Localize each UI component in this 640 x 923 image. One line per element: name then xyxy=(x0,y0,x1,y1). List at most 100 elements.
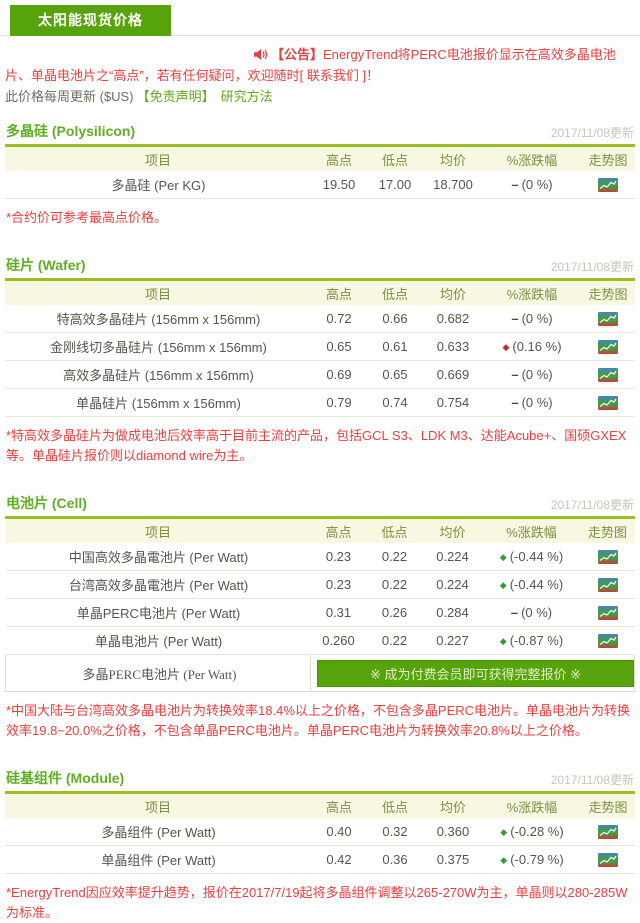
high-price-cell: 0.40 xyxy=(311,818,367,846)
change-flat-marker: – xyxy=(510,605,519,620)
column-header-row: 项目 高点 低点 均价 %涨跌幅 走势图 xyxy=(5,147,635,171)
column-header-row: 项目 高点 低点 均价 %涨跌幅 走势图 xyxy=(5,794,635,818)
column-header: 高点 xyxy=(311,281,367,305)
column-header: 项目 xyxy=(5,794,311,818)
trend-chart-cell xyxy=(580,598,635,627)
change-flat-marker: – xyxy=(511,367,519,382)
trend-chart-icon[interactable] xyxy=(597,634,618,649)
item-name-cell: 金刚线切多晶硅片 (156mm x 156mm) xyxy=(5,332,311,361)
column-header-row: 项目 高点 低点 均价 %涨跌幅 走势图 xyxy=(5,281,635,305)
item-name-cell: 单晶PERC电池片 (Per Watt) xyxy=(5,598,311,627)
announcement: 【公告】EnergyTrend将PERC电池报价显示在高效多晶电池片、单晶电池片… xyxy=(5,45,635,85)
high-price-cell: 0.42 xyxy=(311,845,367,874)
change-flat-marker: – xyxy=(511,395,519,410)
trend-chart-icon[interactable] xyxy=(598,396,618,411)
low-price-cell: 0.26 xyxy=(366,598,423,627)
column-header: 高点 xyxy=(311,147,367,171)
avg-price-cell: 0.633 xyxy=(423,332,483,361)
price-table: 项目 高点 低点 均价 %涨跌幅 走势图 多晶组件 (Per Watt) 0.40 0.32 0.… xyxy=(5,794,635,874)
change-value: (-0.44 %) xyxy=(509,577,564,592)
change-value: (-0.44 %) xyxy=(509,549,564,564)
avg-price-cell: 0.224 xyxy=(422,570,483,599)
member-button-cell: ※ 成为付费会员即可获得完整报价 ※ xyxy=(310,654,635,692)
section-footnote: *合约价可参考最高点价格。 xyxy=(6,210,168,225)
table-row: 中国高效多晶電池片 (Per Watt) 0.23 0.22 0.224 ◆ (-0.44… xyxy=(5,543,635,571)
update-note-text: 此价格每周更新 ($US) xyxy=(5,89,134,104)
trend-chart-icon[interactable] xyxy=(598,178,618,193)
item-name-cell: 单晶组件 (Per Watt) xyxy=(5,845,311,874)
trend-chart-cell xyxy=(581,388,635,417)
low-price-cell: 0.22 xyxy=(366,543,423,571)
section-header: 多晶硅 (Polysilicon) 2017/11/08更新 xyxy=(5,121,635,147)
section-footnote: *特高效多晶硅片为做成电池后效率高于目前主流的产品，包括GCL S3、LDK M… xyxy=(6,428,627,463)
column-header: %涨跌幅 xyxy=(482,519,581,543)
column-header: 走势图 xyxy=(581,147,635,171)
change-down-marker: ◆ xyxy=(500,827,508,837)
trend-chart-icon[interactable] xyxy=(598,853,618,868)
high-price-cell: 0.72 xyxy=(311,305,367,333)
avg-price-cell: 0.754 xyxy=(423,388,483,417)
item-name-cell: 单晶电池片 (Per Watt) xyxy=(5,626,311,655)
column-header: 走势图 xyxy=(581,794,635,818)
trend-chart-cell xyxy=(581,171,635,199)
column-header: 项目 xyxy=(5,281,311,305)
change-value: (0 %) xyxy=(521,605,553,620)
disclaimer-link[interactable]: 【免责声明】 xyxy=(136,89,215,104)
table-row: 台湾高效多晶電池片 (Per Watt) 0.23 0.22 0.224 ◆ (-0.44… xyxy=(5,570,635,599)
column-header: 均价 xyxy=(423,281,483,305)
trend-chart-cell xyxy=(580,543,635,571)
trend-chart-icon[interactable] xyxy=(597,606,618,621)
avg-price-cell: 0.360 xyxy=(423,818,483,846)
item-name-cell: 台湾高效多晶電池片 (Per Watt) xyxy=(5,570,311,599)
item-name-cell: 单晶硅片 (156mm x 156mm) xyxy=(5,388,311,417)
trend-chart-icon[interactable] xyxy=(598,825,618,840)
trend-chart-cell xyxy=(581,360,635,389)
trend-chart-icon[interactable] xyxy=(598,368,618,383)
high-price-cell: 0.31 xyxy=(310,598,367,627)
price-sections: 多晶硅 (Polysilicon) 2017/11/08更新 项目 高点 低点 均价 %涨跌… xyxy=(0,121,640,923)
low-price-cell: 0.74 xyxy=(367,388,423,417)
avg-price-cell: 0.284 xyxy=(422,598,483,627)
table-row: 多晶组件 (Per Watt) 0.40 0.32 0.360 ◆ (-0.28 %) xyxy=(5,818,635,846)
trend-chart-icon[interactable] xyxy=(598,312,618,327)
column-header: %涨跌幅 xyxy=(483,147,581,171)
contact-us-link[interactable]: [ 联系我们 ] xyxy=(299,68,367,83)
change-down-marker: ◆ xyxy=(499,636,507,646)
avg-price-cell: 0.224 xyxy=(422,543,483,571)
item-name-cell: 多晶硅 (Per KG) xyxy=(5,171,311,199)
tab-solar-spot-price[interactable]: 太阳能现货价格 xyxy=(10,5,171,36)
low-price-cell: 0.22 xyxy=(366,626,423,655)
section-updated-date: 2017/11/08更新 xyxy=(550,260,634,274)
change-percent-cell: ◆ (0.16 %) xyxy=(483,332,581,361)
member-only-row: 多晶PERC电池片 (Per Watt) ※ 成为付费会员即可获得完整报价 ※ xyxy=(5,654,635,692)
column-header: 均价 xyxy=(423,794,483,818)
price-section: 硅片 (Wafer) 2017/11/08更新 项目 高点 低点 均价 %涨跌幅 走势图 特高效… xyxy=(5,255,635,466)
trend-chart-icon[interactable] xyxy=(598,340,618,355)
avg-price-cell: 0.669 xyxy=(423,360,483,389)
change-percent-cell: ◆ (-0.79 %) xyxy=(483,845,581,874)
trend-chart-icon[interactable] xyxy=(597,550,618,565)
trend-chart-cell xyxy=(581,845,635,874)
section-header: 电池片 (Cell) 2017/11/08更新 xyxy=(5,493,635,519)
column-header: 均价 xyxy=(423,147,483,171)
change-percent-cell: – (0 %) xyxy=(483,360,581,389)
change-percent-cell: – (0 %) xyxy=(483,305,581,333)
research-method-link[interactable]: 研究方法 xyxy=(220,89,273,104)
trend-chart-cell xyxy=(581,818,635,846)
high-price-cell: 0.65 xyxy=(311,332,367,361)
trend-chart-cell xyxy=(581,305,635,333)
update-note: 此价格每周更新 ($US) 【免责声明】 研究方法 xyxy=(5,88,635,106)
high-price-cell: 0.69 xyxy=(311,360,367,389)
column-header: 走势图 xyxy=(580,519,635,543)
change-down-marker: ◆ xyxy=(499,552,507,562)
item-name-cell: 中国高效多晶電池片 (Per Watt) xyxy=(5,543,311,571)
column-header: 低点 xyxy=(367,281,423,305)
change-flat-marker: – xyxy=(511,177,519,192)
change-value: (0 %) xyxy=(521,395,553,410)
trend-chart-icon[interactable] xyxy=(597,578,618,593)
avg-price-cell: 0.227 xyxy=(422,626,483,655)
price-section: 电池片 (Cell) 2017/11/08更新 项目 高点 低点 均价 %涨跌幅 走势图 中国高… xyxy=(5,493,635,741)
become-paid-member-button[interactable]: ※ 成为付费会员即可获得完整报价 ※ xyxy=(317,659,634,687)
column-header: 均价 xyxy=(422,519,483,543)
